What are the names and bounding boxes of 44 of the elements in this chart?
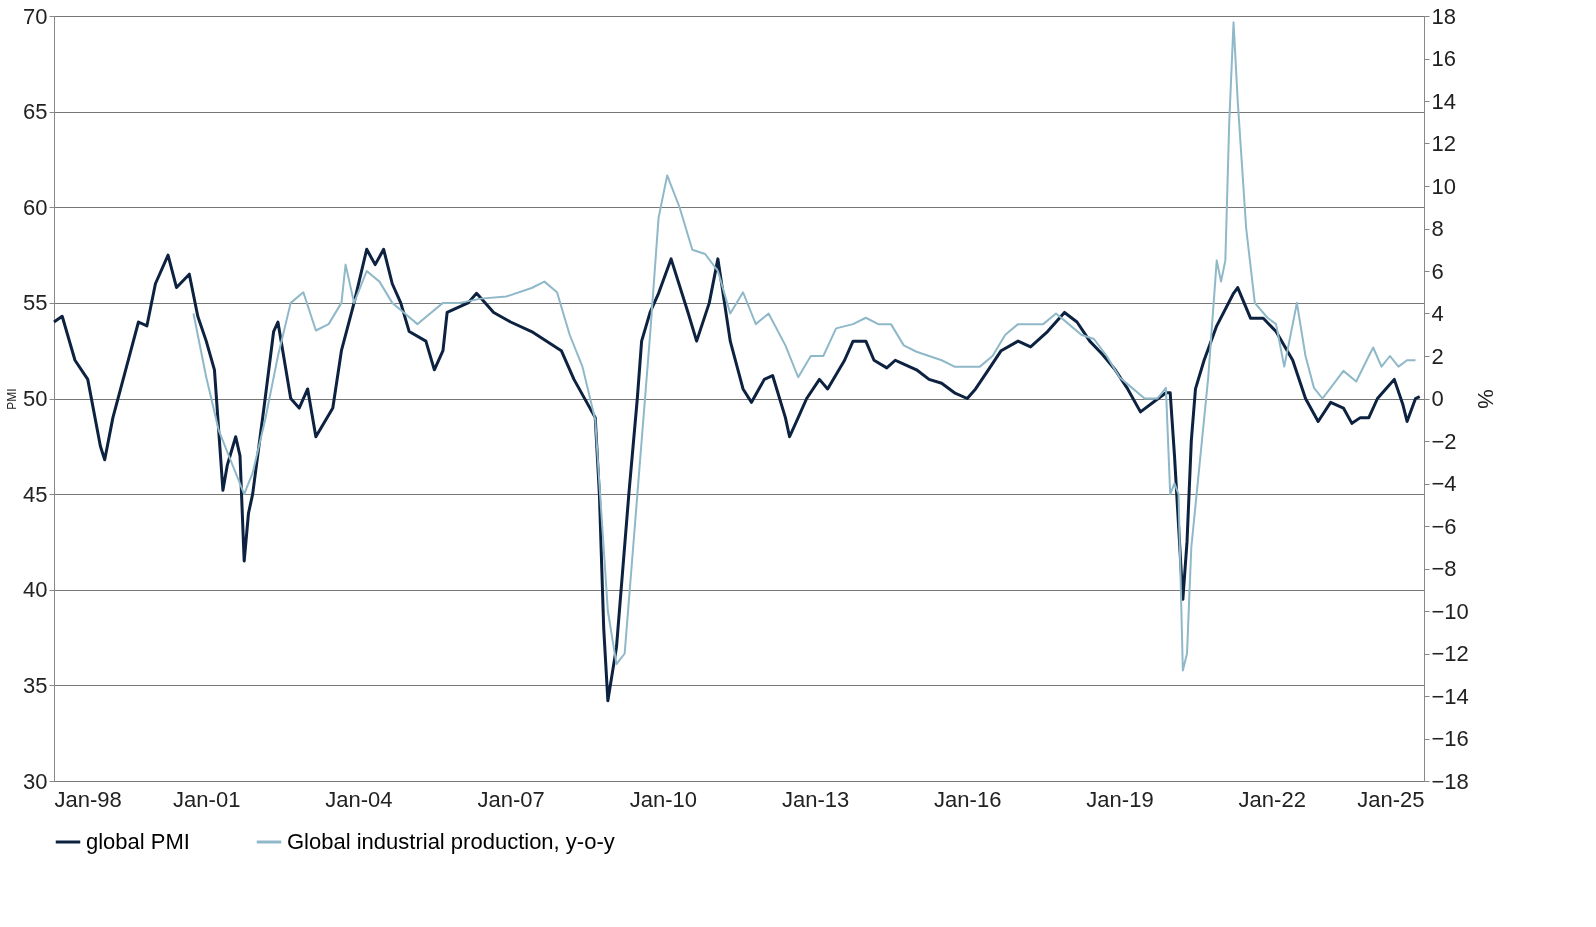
x-tick-label: Jan-19 xyxy=(1086,786,1154,812)
legend-label: Global industrial production, y-o-y xyxy=(287,829,615,854)
x-tick-label: Jan-16 xyxy=(934,786,1002,812)
y2-tick-label: −4 xyxy=(1431,471,1457,496)
y2-tick-label: −12 xyxy=(1431,641,1469,666)
x-tick-label: Jan-10 xyxy=(629,786,698,812)
y2-tick-label: 12 xyxy=(1431,131,1456,156)
line-series xyxy=(192,21,1417,672)
y-axis-title: PMI xyxy=(5,388,20,410)
y2-tick-label: −2 xyxy=(1431,428,1457,454)
legend-label: global PMI xyxy=(86,829,190,854)
y2-tick-label: −18 xyxy=(1431,768,1469,794)
y2-axis-title: % xyxy=(1472,389,1498,409)
y2-tick-label: −8 xyxy=(1431,556,1457,581)
y-tick-label: 60 xyxy=(23,194,48,220)
y2-tick-label: 8 xyxy=(1431,216,1444,241)
y-tick-label: 65 xyxy=(23,99,48,125)
y-tick-label: 30 xyxy=(23,768,48,794)
y-tick-label: 70 xyxy=(23,3,48,29)
x-tick-label: Jan-04 xyxy=(325,786,393,812)
y-tick-label: 35 xyxy=(23,672,48,698)
y-tick-label: 55 xyxy=(23,290,48,316)
y-tick-label: 40 xyxy=(23,577,48,603)
x-tick-label: Jan-98 xyxy=(54,786,122,812)
x-tick-label: Jan-22 xyxy=(1238,786,1306,812)
y-tick-label: 45 xyxy=(23,481,48,507)
y2-tick-label: −14 xyxy=(1431,683,1469,709)
y2-tick-label: 18 xyxy=(1431,3,1456,29)
y2-tick-label: 2 xyxy=(1431,343,1444,369)
y2-tick-label: 0 xyxy=(1431,386,1444,411)
y2-tick-label: 6 xyxy=(1431,258,1444,284)
x-tick-label: Jan-25 xyxy=(1357,786,1425,812)
x-tick-label: Jan-13 xyxy=(781,786,850,812)
y2-tick-label: 14 xyxy=(1431,88,1456,114)
line-series xyxy=(52,247,1422,703)
x-tick-label: Jan-07 xyxy=(477,786,545,812)
y2-tick-label: −10 xyxy=(1431,598,1469,624)
y2-tick-label: −6 xyxy=(1431,513,1457,539)
y2-tick-label: −16 xyxy=(1431,726,1469,751)
y2-tick-label: 10 xyxy=(1431,173,1456,199)
y2-tick-label: 16 xyxy=(1431,46,1456,71)
x-tick-label: Jan-01 xyxy=(173,786,241,812)
y2-tick-label: 4 xyxy=(1431,301,1444,326)
y-tick-label: 50 xyxy=(23,386,48,411)
